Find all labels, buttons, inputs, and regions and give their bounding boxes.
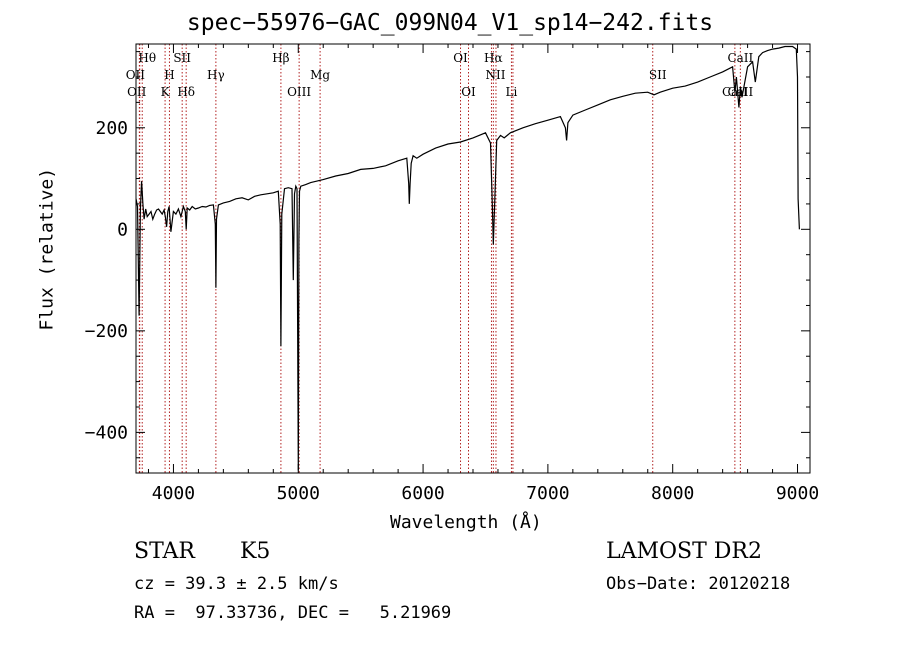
chart-title: spec−55976−GAC_099N04_V1_sp14−242.fits	[186, 10, 714, 36]
survey-name: LAMOST DR2	[606, 539, 762, 564]
x-tick-label: 9000	[776, 483, 819, 504]
line-id-label: CaII	[722, 85, 748, 99]
line-id-label: CaII	[727, 51, 753, 65]
x-tick-label: 6000	[401, 483, 444, 504]
line-id-label: Hδ	[177, 85, 195, 99]
y-tick-label: 200	[95, 118, 128, 139]
coordinates: RA = 97.33736, DEC = 5.21969	[134, 603, 452, 623]
line-id-label: SII	[649, 68, 667, 82]
x-tick-label: 4000	[152, 483, 195, 504]
line-id-label: Hθ	[138, 51, 156, 65]
x-tick-label: 5000	[277, 483, 320, 504]
line-id-label: CaII	[727, 85, 753, 99]
line-id-label: OIII	[287, 85, 311, 99]
spectrum-series-0	[136, 45, 800, 471]
line-id-label: Li	[506, 85, 518, 99]
y-axis-label: Flux (relative)	[36, 167, 58, 331]
x-axis-label: Wavelength (Å)	[390, 512, 542, 533]
redshift-readout: cz = 39.3 ± 2.5 km/s	[134, 574, 339, 594]
line-id-label: Hα	[484, 51, 503, 65]
line-id-label: K	[161, 85, 171, 99]
plot-frame	[135, 43, 811, 474]
x-tick-label: 7000	[526, 483, 569, 504]
line-id-label: OI	[453, 51, 468, 65]
object-subclass: K5	[240, 539, 271, 564]
y-tick-label: −200	[85, 321, 128, 342]
y-tick-label: −400	[85, 422, 128, 443]
line-id-label: Hβ	[272, 51, 289, 65]
line-id-label: NII	[485, 68, 505, 82]
y-tick-label: 0	[117, 219, 128, 240]
obs-date: Obs−Date: 20120218	[606, 574, 791, 594]
line-id-label: SII	[173, 51, 191, 65]
line-id-label: OII	[127, 85, 147, 99]
line-id-label: H	[164, 68, 174, 82]
line-id-label: Mg	[310, 68, 330, 82]
line-id-label: Hγ	[207, 68, 225, 82]
object-class: STAR	[134, 539, 195, 564]
line-id-label: OII	[126, 68, 146, 82]
line-id-label: OI	[461, 85, 476, 99]
x-tick-label: 8000	[651, 483, 694, 504]
